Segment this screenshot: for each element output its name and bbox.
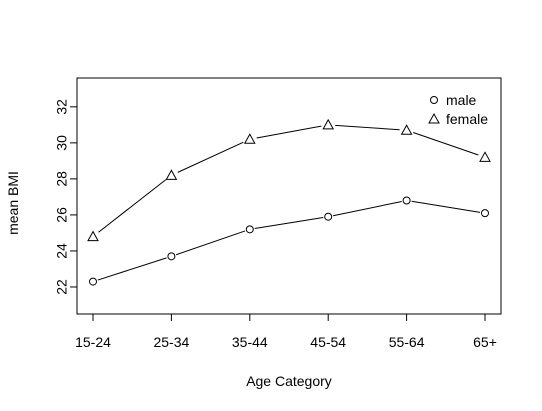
male-series	[89, 196, 489, 286]
series-layer	[87, 118, 491, 286]
female-data-point	[322, 118, 335, 130]
male-data-point	[481, 209, 489, 218]
male-line-segment	[332, 201, 402, 217]
female-series	[87, 118, 491, 242]
male-line-segment	[175, 230, 246, 256]
male-line-segment	[411, 200, 481, 213]
female-data-point	[243, 133, 256, 144]
x-tick-label: 15-24	[75, 334, 111, 350]
male-line-segment	[97, 257, 167, 281]
legend-female-marker	[428, 113, 440, 124]
x-axis-label: Age Category	[246, 373, 332, 389]
male-data-point	[324, 212, 333, 221]
x-tick-label: 35-44	[232, 334, 268, 350]
female-data-point	[165, 169, 178, 180]
y-tick-label: 22	[54, 279, 70, 295]
male-data-point	[167, 252, 176, 261]
female-data-point	[479, 151, 491, 162]
legend-item-female: female	[428, 111, 488, 127]
female-line-segment	[177, 141, 244, 173]
x-axis: 15-24 25-34 35-44 45-54 55-64 65+	[75, 313, 497, 350]
female-line-segment	[256, 125, 322, 139]
legend-male-marker	[430, 96, 438, 104]
y-tick-label: 30	[54, 135, 70, 151]
male-line-segment	[254, 217, 324, 230]
male-data-point	[89, 277, 97, 286]
x-tick-label: 65+	[473, 334, 497, 350]
legend-female-label: female	[446, 111, 488, 127]
y-axis: 22 24 26 28 30 32	[54, 99, 78, 295]
female-data-point	[400, 124, 413, 135]
x-tick-label: 25-34	[153, 334, 189, 350]
x-tick-label: 55-64	[389, 334, 425, 350]
y-tick-label: 32	[54, 99, 70, 115]
legend-male-label: male	[446, 92, 477, 108]
legend-item-male: male	[430, 92, 477, 108]
male-data-point	[245, 225, 254, 234]
y-tick-label: 24	[54, 243, 70, 259]
female-line-segment	[335, 124, 400, 131]
legend: male female	[428, 92, 488, 127]
x-tick-label: 45-54	[310, 334, 346, 350]
male-data-point	[402, 196, 411, 205]
plot-frame	[76, 77, 502, 315]
female-line-segment	[98, 179, 167, 233]
y-tick-label: 28	[54, 171, 70, 187]
y-axis-label: mean BMI	[5, 171, 21, 235]
female-line-segment	[413, 132, 479, 156]
y-tick-label: 26	[54, 207, 70, 223]
female-data-point	[87, 230, 99, 242]
